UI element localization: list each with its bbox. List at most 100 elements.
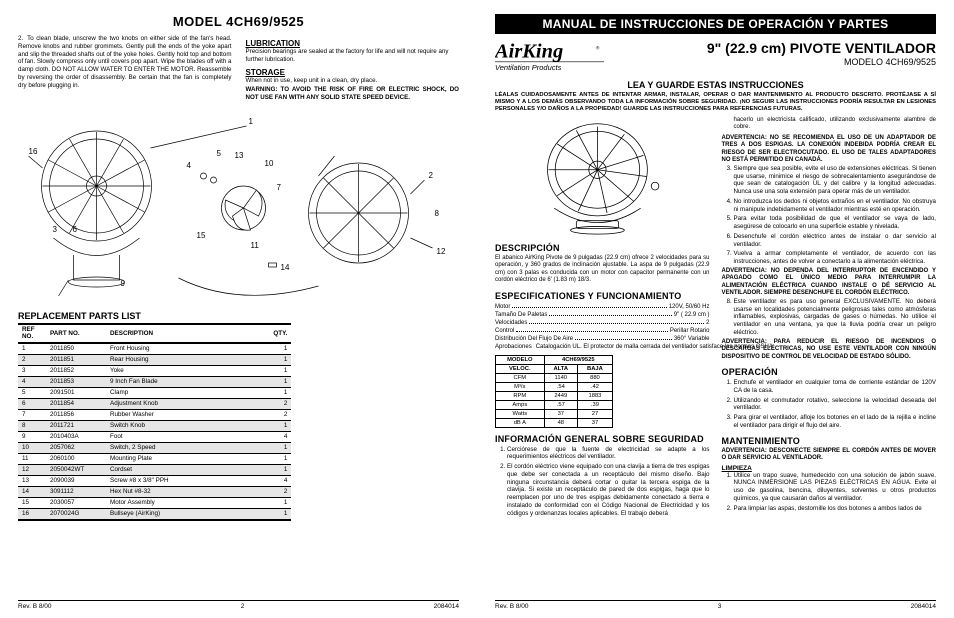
footer-page-r: 3 [718, 603, 722, 610]
spec-line: Motor120V, 50/60 Hz [495, 303, 710, 311]
col-lube-storage: LUBRICATION Precision bearings are seale… [246, 35, 460, 102]
spec-line: Velocidades2 [495, 319, 710, 327]
cell-desc: Bullseye (AirKing) [106, 508, 261, 520]
exploded-diagram: 16 1 4 5 13 10 7 2 8 12 15 11 14 3 6 9 [18, 108, 459, 303]
spec-value: 360° Variable [674, 335, 710, 343]
cell-desc: Clamp [106, 387, 261, 398]
mant-warn: ADVERTENCIA: DESCONECTE SIEMPRE EL CORDÓ… [722, 448, 937, 463]
cell-qty: 1 [261, 376, 291, 387]
cell-qty: 1 [261, 497, 291, 508]
callout-6: 6 [73, 225, 78, 234]
pt-speed: VELOC. [496, 364, 545, 373]
cell-desc: Foot [106, 431, 261, 442]
lubrication-text: Precision bearings are sealed at the fac… [246, 48, 460, 64]
perf-l: .39 [577, 400, 612, 409]
perf-h: 1140 [544, 373, 577, 382]
cell-ref: 8 [18, 420, 46, 431]
warn-block: LÉALAS CUIDADOSAMENTE ANTES DE INTENTAR … [495, 92, 936, 113]
perf-k: CFM [496, 373, 545, 382]
spec-lines: Motor120V, 50/60 HzTamaño De Paletas9" (… [495, 303, 710, 352]
list-item: Vuelva a armar completamente el ventilad… [734, 250, 937, 266]
table-row: 22011851Rear Housing1 [18, 354, 291, 365]
cell-pn: 2060100 [46, 453, 106, 464]
adv3: ADVERTENCIA: PARA REDUCIR EL RIESGO DE I… [722, 339, 937, 362]
callout-12: 12 [437, 247, 446, 256]
perf-k: Watts [496, 409, 545, 418]
table-row: 162070024GBullseye (AirKing)1 [18, 508, 291, 520]
pt-modelval: 4CH69/9525 [544, 355, 612, 364]
th-ref: REF NO. [18, 324, 46, 343]
brand-logo: AirKing ® Ventilation Products [495, 40, 645, 76]
list-item: Utilizando el conmutador rotativo, selec… [734, 397, 937, 413]
spec-dots [529, 319, 704, 324]
cell-desc: Hex Nut #8-32 [106, 486, 261, 497]
perf-k: M³/s [496, 382, 545, 391]
cell-desc: Switch Knob [106, 420, 261, 431]
cell-ref: 13 [18, 475, 46, 486]
list-item: Utilice un trapo suave, humedecido con u… [734, 472, 937, 503]
safety-list: Siempre que sea posible, evite el uso de… [722, 165, 937, 266]
title-block: 9" (22.9 cm) PIVOTE VENTILADOR MODELO 4C… [653, 40, 936, 67]
pt-high: ALTA [544, 364, 577, 373]
table-row: 420118539 Inch Fan Blade1 [18, 376, 291, 387]
callout-2: 2 [429, 171, 434, 180]
cell-qty: 1 [261, 464, 291, 475]
storage-head: STORAGE [246, 68, 460, 77]
performance-table: MODELO 4CH69/9525 VELOC. ALTA BAJA CFM11… [495, 355, 613, 428]
footer-rev-r: Rev. B 8/00 [495, 603, 528, 610]
perf-h: .54 [544, 382, 577, 391]
cell-pn: 2011853 [46, 376, 106, 387]
table-row: 102057062Switch, 2 Speed1 [18, 442, 291, 453]
footer-doc-r: 2084014 [911, 603, 936, 610]
cell-pn: 2030057 [46, 497, 106, 508]
perf-k: RPM [496, 391, 545, 400]
storage-text: When not in use, keep unit in a clean, d… [246, 77, 460, 85]
info-list: Cerciórese de que la fuente de electrici… [495, 446, 710, 518]
footer-right: Rev. B 8/00 3 2084014 [495, 600, 936, 610]
callout-15: 15 [197, 231, 206, 240]
limp-head: LIMPIEZA [722, 465, 937, 472]
table-row: 92010403AFoot4 [18, 431, 291, 442]
callout-14: 14 [281, 263, 290, 272]
main-title: 9" (22.9 cm) PIVOTE VENTILADOR [653, 40, 936, 56]
callout-16: 16 [29, 147, 38, 156]
cell-desc: Yoke [106, 365, 261, 376]
perf-row: Amps.57.39 [496, 400, 613, 409]
warning-text: WARNING: TO AVOID THE RISK OF FIRE OR EL… [246, 86, 460, 102]
spec-label: Tamaño De Paletas [495, 311, 547, 319]
table-row: 72011856Rubber Washer2 [18, 409, 291, 420]
spec-dots [549, 311, 671, 316]
cell-ref: 12 [18, 464, 46, 475]
table-row: 32011852Yoke1 [18, 365, 291, 376]
cell-qty: 2 [261, 486, 291, 497]
cell-qty: 1 [261, 365, 291, 376]
cell-ref: 10 [18, 442, 46, 453]
table-row: 152030057Motor Assembly1 [18, 497, 291, 508]
rcol-1: DESCRIPCIÓN El abanico AirKing Pivote de… [495, 117, 710, 519]
perf-l: 27 [577, 409, 612, 418]
spec-value: Perillar Rotario [670, 327, 710, 335]
callout-4: 4 [187, 161, 192, 170]
callout-7: 7 [277, 183, 282, 192]
callout-10: 10 [265, 159, 274, 168]
perf-row: Watts3727 [496, 409, 613, 418]
cell-pn: 2011856 [46, 409, 106, 420]
perf-h: 48 [544, 418, 577, 427]
right-columns: DESCRIPCIÓN El abanico AirKing Pivote de… [495, 117, 936, 519]
cell-desc: Switch, 2 Speed [106, 442, 261, 453]
cell-desc: 9 Inch Fan Blade [106, 376, 261, 387]
spec-label: Control [495, 327, 514, 335]
spec-dots [516, 327, 667, 332]
perf-k: dB A [496, 418, 545, 427]
cell-pn: 2070024G [46, 508, 106, 520]
col-cleaning: 2.To clean blade, unscrew the two knobs … [18, 35, 232, 102]
cell-desc: Adjustment Knob [106, 398, 261, 409]
callout-5: 5 [217, 149, 222, 158]
cell-ref: 15 [18, 497, 46, 508]
adv2: ADVERTENCIA: NO DEPENDA DEL INTERRUPTOR … [722, 268, 937, 298]
cell-qty: 1 [261, 442, 291, 453]
callout-1: 1 [249, 117, 254, 126]
mant-head: MANTENIMIENTO [722, 436, 937, 446]
info-head: INFORMACIÓN GENERAL SOBRE SEGURIDAD [495, 434, 710, 444]
parts-table: REF NO. PART NO. DESCRIPTION QTY. 120118… [18, 323, 291, 521]
